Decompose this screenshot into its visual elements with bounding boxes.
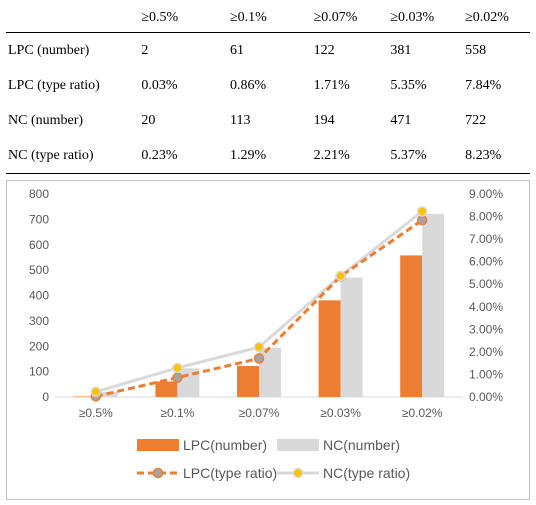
row-label: NC (type ratio) <box>6 138 142 174</box>
bar-lpc-number- <box>400 255 423 397</box>
table-cell: 0.23% <box>141 138 230 174</box>
y-left-tick-label: 500 <box>29 263 49 277</box>
y-right-tick-label: 8.00% <box>469 210 503 224</box>
legend-label: NC(number) <box>323 437 400 453</box>
point-nc-type-ratio- <box>253 341 265 353</box>
x-tick-label: ≥0.07% <box>239 406 280 420</box>
x-tick-label: ≥0.03% <box>320 406 361 420</box>
table-header-cell: ≥0.02% <box>465 4 530 33</box>
table-cell: 1.71% <box>313 77 350 93</box>
table-cell: 194 <box>313 112 335 128</box>
y-left-tick-label: 300 <box>29 314 49 328</box>
bar-nc-number- <box>340 277 363 397</box>
y-right-tick-label: 3.00% <box>469 322 503 336</box>
legend-label: LPC(number) <box>183 437 267 453</box>
y-right-tick-label: 0.00% <box>469 390 503 404</box>
table-row: LPC (type ratio) 0.03% 0.86% 1.71% 5.35%… <box>6 68 530 103</box>
table-cell: 2.21% <box>313 138 391 174</box>
y-right-tick-label: 5.00% <box>469 277 503 291</box>
y-left-tick-label: 600 <box>29 238 49 252</box>
table-cell: 122 <box>313 42 335 58</box>
row-label: LPC (number) <box>8 42 90 58</box>
table-cell: 558 <box>465 42 487 58</box>
legend-swatch <box>137 439 179 451</box>
table-cell: 20 <box>141 112 156 128</box>
chart-svg: 0 100 200 300 400 500 600 700 800 0.00% 1.00% 2.00%… <box>29 187 503 481</box>
row-label: LPC (type ratio) <box>8 77 100 93</box>
y-right-tick-label: 6.00% <box>469 255 503 269</box>
combo-chart: 0 100 200 300 400 500 600 700 800 0.00% 1.00% 2.00%… <box>6 180 530 500</box>
legend-label: LPC(type ratio) <box>183 465 277 481</box>
x-tick-label: ≥0.1% <box>160 406 194 420</box>
point-nc-type-ratio- <box>90 386 102 398</box>
y-left-tick-label: 100 <box>29 365 49 379</box>
y-left-tick-label: 200 <box>29 339 49 353</box>
bar-lpc-number- <box>237 366 259 397</box>
point-lpc-type-ratio- <box>172 372 183 383</box>
row-label: NC (number) <box>8 112 84 128</box>
table-row: NC (number) 20 113 194 471 722 <box>6 103 530 138</box>
table-cell: 5.35% <box>390 77 427 93</box>
y-left-tick-label: 700 <box>29 212 49 226</box>
table-cell: 0.86% <box>229 77 267 93</box>
table-cell: 381 <box>390 42 412 58</box>
table-cell: 8.23% <box>465 138 530 174</box>
point-lpc-type-ratio- <box>253 353 265 364</box>
y-left-tick-label: 800 <box>29 187 49 201</box>
bar-nc-number- <box>259 347 281 397</box>
table-cell: 5.37% <box>390 138 466 174</box>
table-header-cell: ≥0.07% <box>313 4 391 33</box>
table-header-cell <box>6 4 142 33</box>
point-nc-type-ratio- <box>172 362 183 374</box>
table-cell: 0.03% <box>141 77 178 93</box>
table-header-cell: ≥0.5% <box>141 4 230 33</box>
bar-nc-number- <box>422 213 445 397</box>
table-header-cell: ≥0.1% <box>229 4 314 33</box>
table-cell: 1.29% <box>229 138 314 174</box>
legend-label: NC(type ratio) <box>323 465 410 481</box>
y-right-tick-label: 7.00% <box>469 232 503 246</box>
table-cell: 113 <box>229 112 251 128</box>
y-left-tick-label: 0 <box>42 390 49 404</box>
table-header-row: ≥0.5% ≥0.1% ≥0.07% ≥0.03% ≥0.02% <box>6 4 530 33</box>
y-left-tick-label: 400 <box>29 289 49 303</box>
table-cell: 722 <box>465 112 487 128</box>
table-cell: 471 <box>390 112 412 128</box>
legend-marker <box>152 467 164 479</box>
y-right-tick-label: 9.00% <box>469 187 503 201</box>
legend-marker <box>292 467 304 479</box>
table-cell: 61 <box>229 42 244 58</box>
y-right-tick-label: 2.00% <box>469 345 503 359</box>
legend-swatch <box>277 439 319 451</box>
point-lpc-type-ratio- <box>416 214 428 226</box>
bar-lpc-number- <box>155 381 178 397</box>
bar-lpc-number- <box>318 300 341 397</box>
table-row: LPC (number) 2 61 122 381 558 <box>6 33 530 69</box>
bar-lpc-number- <box>73 396 96 397</box>
x-tick-label: ≥0.02% <box>402 406 443 420</box>
table-row: NC (type ratio) 0.23% 1.29% 2.21% 5.37% … <box>6 138 530 174</box>
x-tick-label: ≥0.5% <box>79 406 113 420</box>
data-table: ≥0.5% ≥0.1% ≥0.07% ≥0.03% ≥0.02% LPC (nu… <box>6 4 530 174</box>
table-header-cell: ≥0.03% <box>390 4 466 33</box>
y-right-tick-label: 1.00% <box>469 367 503 381</box>
point-nc-type-ratio- <box>335 270 346 282</box>
point-nc-type-ratio- <box>416 206 428 217</box>
y-right-tick-label: 4.00% <box>469 300 503 314</box>
table-cell: 2 <box>141 42 149 58</box>
table-cell: 7.84% <box>465 77 502 93</box>
